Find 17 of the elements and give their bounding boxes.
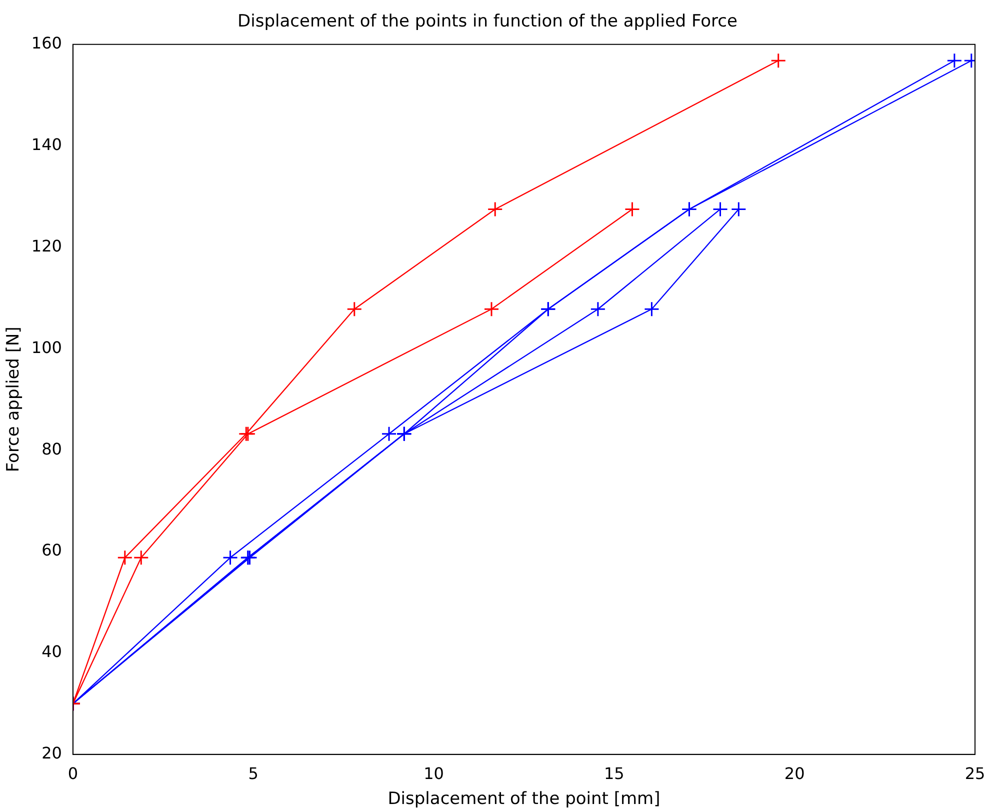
y-tick-label: 60 [42,540,62,560]
x-tick-label: 15 [604,764,624,784]
y-axis-title: Force applied [N] [4,326,24,472]
y-tick-label: 140 [31,134,62,154]
chart-title: Displacement of the points in function of the applied Force [238,12,738,32]
x-tick-label: 25 [964,764,986,784]
x-tick-label: 0 [68,764,78,784]
y-tick-label: 80 [42,439,62,458]
x-tick-label: 10 [424,764,444,784]
y-tick-label: 100 [31,338,62,357]
x-tick-label: 20 [784,764,805,784]
y-tick-label: 20 [42,744,62,763]
y-tick-label: 120 [31,236,62,256]
y-tick-label: 40 [42,642,62,662]
x-axis-title: Displacement of the point [mm] [388,789,660,810]
x-tick-label: 5 [248,764,258,784]
y-tick-label: 160 [31,34,62,53]
